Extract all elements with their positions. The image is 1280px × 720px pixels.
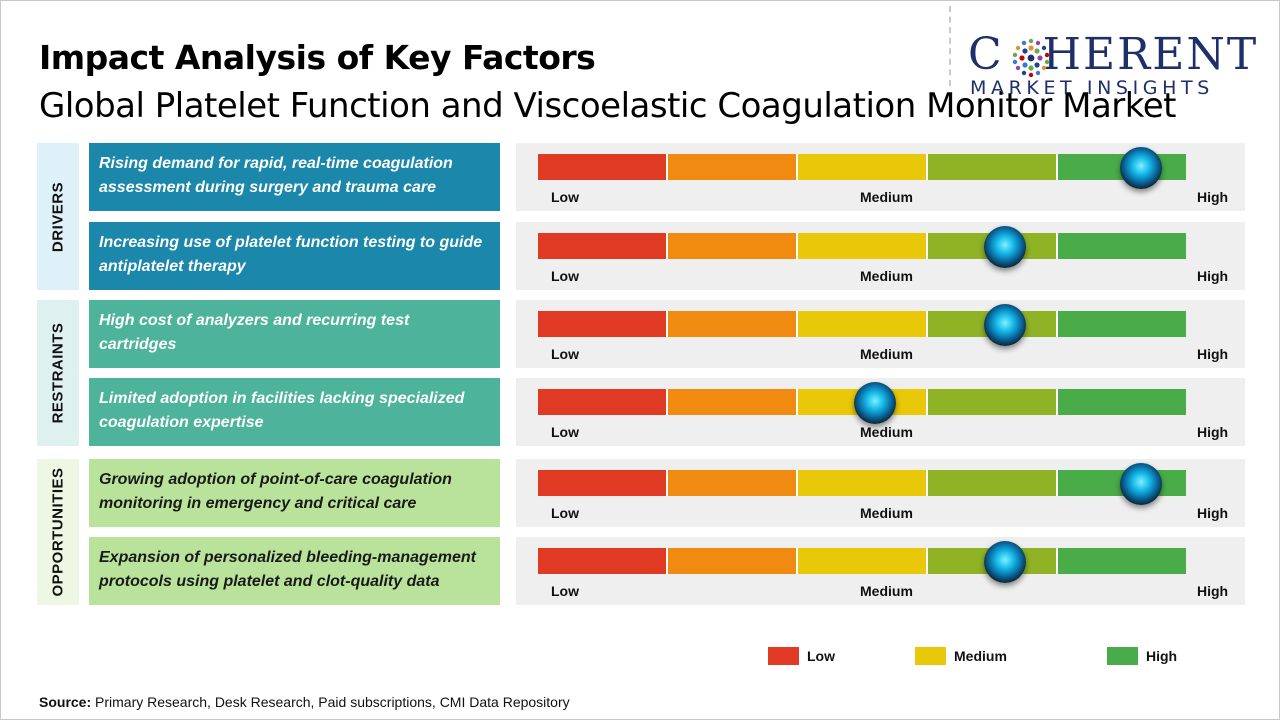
logo-sub-text: MARKET INSIGHTS bbox=[970, 77, 1214, 99]
gauge-segment bbox=[1056, 233, 1186, 259]
category-label: RESTRAINTS bbox=[49, 322, 67, 424]
factor-text: Increasing use of platelet function test… bbox=[89, 222, 500, 290]
gauge-segment bbox=[926, 389, 1056, 415]
impact-marker bbox=[983, 226, 1026, 268]
gauge-label-medium: Medium bbox=[860, 346, 913, 362]
impact-marker bbox=[1119, 463, 1162, 505]
legend-label: Medium bbox=[954, 648, 1007, 664]
source-text: Primary Research, Desk Research, Paid su… bbox=[91, 694, 570, 710]
gauge-segment bbox=[666, 311, 796, 337]
gauge-label-medium: Medium bbox=[860, 424, 913, 440]
impact-marker bbox=[983, 304, 1026, 346]
gauge-label-high: High bbox=[1197, 189, 1229, 205]
impact-marker bbox=[983, 541, 1026, 583]
gauge-segment bbox=[926, 154, 1056, 180]
gauge-label-high: High bbox=[1197, 583, 1229, 599]
header-divider bbox=[949, 6, 951, 86]
category-label: OPPORTUNITIES bbox=[49, 467, 67, 597]
legend-label: High bbox=[1146, 648, 1178, 664]
gauge-segment bbox=[538, 470, 666, 496]
gauge-label-high: High bbox=[1197, 268, 1229, 284]
gauge-segment bbox=[538, 311, 666, 337]
legend-item: Medium bbox=[915, 647, 1007, 665]
gauge-scale bbox=[538, 233, 1186, 259]
legend-label: Low bbox=[807, 648, 835, 664]
gauge-segment bbox=[1056, 548, 1186, 574]
impact-gauge: Low Medium High bbox=[516, 378, 1245, 446]
company-logo: C HERENT MARKET INSIGH bbox=[968, 29, 1260, 100]
gauge-label-high: High bbox=[1197, 505, 1229, 521]
gauge-segment bbox=[666, 389, 796, 415]
category-drivers: DRIVERS bbox=[37, 143, 79, 290]
gauge-scale bbox=[538, 311, 1186, 337]
category-restraints: RESTRAINTS bbox=[37, 300, 79, 446]
logo-globe-icon bbox=[1012, 38, 1050, 77]
gauge-segment bbox=[796, 548, 926, 574]
gauge-segment bbox=[666, 548, 796, 574]
category-label: DRIVERS bbox=[49, 181, 67, 252]
impact-gauge: Low Medium High bbox=[516, 459, 1245, 527]
gauge-label-low: Low bbox=[551, 424, 579, 440]
legend-item: Low bbox=[768, 647, 835, 665]
page-subtitle: Global Platelet Function and Viscoelasti… bbox=[39, 86, 1177, 126]
gauge-label-low: Low bbox=[551, 189, 579, 205]
impact-gauge: Low Medium High bbox=[516, 222, 1245, 290]
gauge-label-medium: Medium bbox=[860, 505, 913, 521]
gauge-segment bbox=[796, 233, 926, 259]
gauge-label-medium: Medium bbox=[860, 268, 913, 284]
legend-swatch bbox=[915, 647, 946, 665]
gauge-segment bbox=[796, 311, 926, 337]
source-label: Source: bbox=[39, 694, 92, 710]
gauge-label-high: High bbox=[1197, 424, 1229, 440]
gauge-label-medium: Medium bbox=[860, 583, 913, 599]
gauge-segment bbox=[796, 154, 926, 180]
impact-marker bbox=[1119, 147, 1162, 189]
impact-marker bbox=[853, 382, 896, 424]
gauge-scale bbox=[538, 548, 1186, 574]
gauge-label-low: Low bbox=[551, 505, 579, 521]
gauge-scale bbox=[538, 389, 1186, 415]
factor-text: Rising demand for rapid, real-time coagu… bbox=[89, 143, 500, 211]
gauge-label-low: Low bbox=[551, 268, 579, 284]
gauge-segment bbox=[796, 470, 926, 496]
gauge-segment bbox=[1056, 389, 1186, 415]
gauge-label-low: Low bbox=[551, 346, 579, 362]
legend-item: High bbox=[1107, 647, 1177, 665]
gauge-scale bbox=[538, 470, 1186, 496]
gauge-segment bbox=[538, 154, 666, 180]
category-opportunities: OPPORTUNITIES bbox=[37, 459, 79, 605]
gauge-segment bbox=[538, 233, 666, 259]
gauge-segment bbox=[666, 470, 796, 496]
gauge-label-high: High bbox=[1197, 346, 1229, 362]
logo-main-text: C HERENT bbox=[968, 29, 1259, 80]
gauge-segment bbox=[926, 470, 1056, 496]
factor-text: Growing adoption of point-of-care coagul… bbox=[89, 459, 500, 527]
gauge-segment bbox=[1056, 311, 1186, 337]
gauge-label-low: Low bbox=[551, 583, 579, 599]
page-title: Impact Analysis of Key Factors bbox=[39, 38, 596, 77]
factor-text: Limited adoption in facilities lacking s… bbox=[89, 378, 500, 446]
legend-swatch bbox=[1107, 647, 1138, 665]
source-note: Source: Primary Research, Desk Research,… bbox=[39, 694, 570, 710]
gauge-label-medium: Medium bbox=[860, 189, 913, 205]
impact-gauge: Low Medium High bbox=[516, 300, 1245, 368]
impact-gauge: Low Medium High bbox=[516, 537, 1245, 605]
legend-swatch bbox=[768, 647, 799, 665]
factor-text: Expansion of personalized bleeding-manag… bbox=[89, 537, 500, 605]
factor-text: High cost of analyzers and recurring tes… bbox=[89, 300, 500, 368]
gauge-segment bbox=[538, 548, 666, 574]
impact-gauge: Low Medium High bbox=[516, 143, 1245, 211]
gauge-segment bbox=[666, 233, 796, 259]
gauge-scale bbox=[538, 154, 1186, 180]
gauge-segment bbox=[538, 389, 666, 415]
gauge-segment bbox=[666, 154, 796, 180]
